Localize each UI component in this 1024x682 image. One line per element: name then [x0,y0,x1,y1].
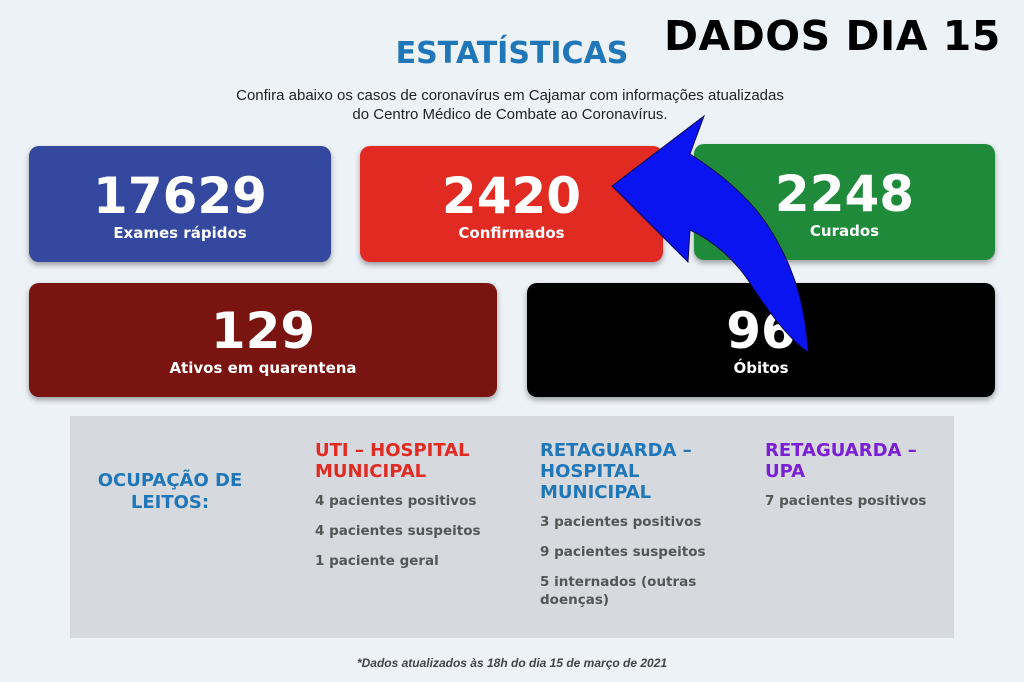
occupancy-column-uti: UTI – HOSPITAL MUNICIPAL 4 pacientes pos… [315,440,505,570]
occupancy-column-retaguarda-upa: RETAGUARDA – UPA 7 pacientes positivos [765,440,945,510]
footnote: *Dados atualizados às 18h do dia 15 de m… [356,656,668,670]
card-label: Exames rápidos [113,224,247,242]
card-value: 2420 [441,167,582,225]
card-confirmados: 2420 Confirmados [360,146,663,262]
page-title-text: ESTATÍSTICAS [395,36,629,71]
occupancy-panel [70,416,954,638]
column-title: RETAGUARDA – UPA [765,440,917,482]
list-item: 7 pacientes positivos [765,493,927,509]
occupancy-column-retaguarda-hospital: RETAGUARDA – HOSPITAL MUNICIPAL 3 pacien… [540,440,720,609]
subtitle-line-1: Confira abaixo os casos de coronavírus e… [236,87,784,104]
card-ativos: 129 Ativos em quarentena [29,283,497,397]
card-label: Confirmados [458,224,565,242]
subtitle-line-2: do Centro Médico de Combate ao Coronavír… [352,106,668,123]
card-value: 129 [210,302,316,360]
headline: DADOS DIA 15 [664,12,1001,60]
column-title: UTI – HOSPITAL MUNICIPAL [315,440,470,482]
subtitle: Confira abaixo os casos de coronavírus e… [190,86,830,124]
list-item: 3 pacientes positivos [540,514,702,530]
card-label: Óbitos [733,359,789,377]
list-item: 4 pacientes positivos [315,493,477,509]
list-item: 9 pacientes suspeitos [540,544,706,560]
list-item: 1 paciente geral [315,553,439,569]
card-label: Ativos em quarentena [169,359,357,377]
card-label: Curados [809,222,880,240]
card-value: 17629 [93,167,267,225]
card-curados: 2248 Curados [694,144,995,260]
column-title: RETAGUARDA – HOSPITAL MUNICIPAL [540,440,692,503]
list-item: 5 internados (outras doenças) [540,574,697,608]
list-item: 4 pacientes suspeitos [315,523,481,539]
card-exames: 17629 Exames rápidos [29,146,331,262]
card-value: 96 [726,302,796,360]
occupancy-label: OCUPAÇÃO DE LEITOS: [97,470,243,513]
card-value: 2248 [774,165,915,223]
card-obitos: 96 Óbitos [527,283,995,397]
page-title: ESTATÍSTICAS [0,36,1024,71]
